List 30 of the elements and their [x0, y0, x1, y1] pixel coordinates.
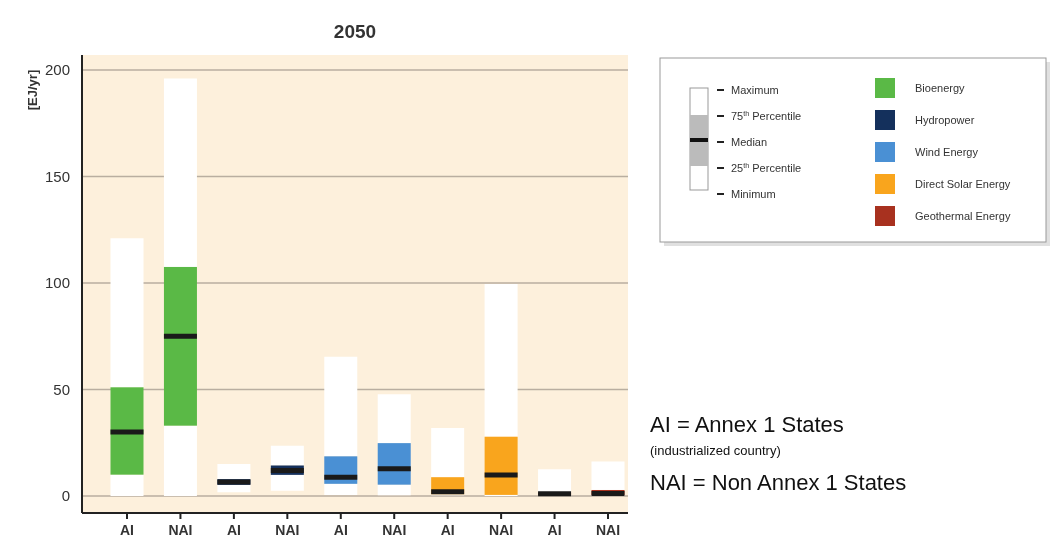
x-tick-label: NAI [168, 522, 193, 538]
x-tick-label: NAI [489, 522, 514, 538]
x-tick-label: AI [440, 522, 455, 538]
legend-label: Wind Energy [915, 145, 979, 158]
x-tick-label: NAI [382, 522, 407, 538]
y-axis-title: [EJ/yr] [25, 69, 40, 111]
legend-label: Hydropower [915, 113, 975, 126]
text: 25$^{th}$ Percentile [731, 161, 802, 174]
y-tick-label: 100 [44, 274, 70, 292]
y-tick-label: 0 [61, 487, 70, 505]
legend-label: Direct Solar Energy [915, 177, 1011, 190]
text: (industrialized country) [650, 443, 781, 458]
legend-label: Geothermal Energy [915, 209, 1011, 222]
legend-label: Bioenergy [915, 81, 966, 94]
x-tick-label: AI [333, 522, 348, 538]
text: Minimum [731, 187, 776, 200]
text: NAI = Non Annex 1 States [650, 470, 907, 495]
text: AI = Annex 1 States [650, 412, 844, 437]
y-tick-label: 150 [44, 167, 70, 185]
x-tick-label: NAI [595, 522, 621, 538]
y-tick-label: 50 [53, 380, 70, 398]
x-tick-label: AI [226, 522, 241, 538]
y-tick-label: 200 [44, 61, 70, 79]
x-tick-label: AI [120, 522, 134, 538]
text: Maximum [731, 83, 779, 96]
x-tick-label: NAI [275, 522, 300, 538]
text: 75$^{th}$ Percentile [731, 109, 802, 122]
text: Median [731, 135, 768, 148]
x-tick-label: AI [547, 522, 562, 538]
chart-title: 2050 [333, 21, 377, 42]
